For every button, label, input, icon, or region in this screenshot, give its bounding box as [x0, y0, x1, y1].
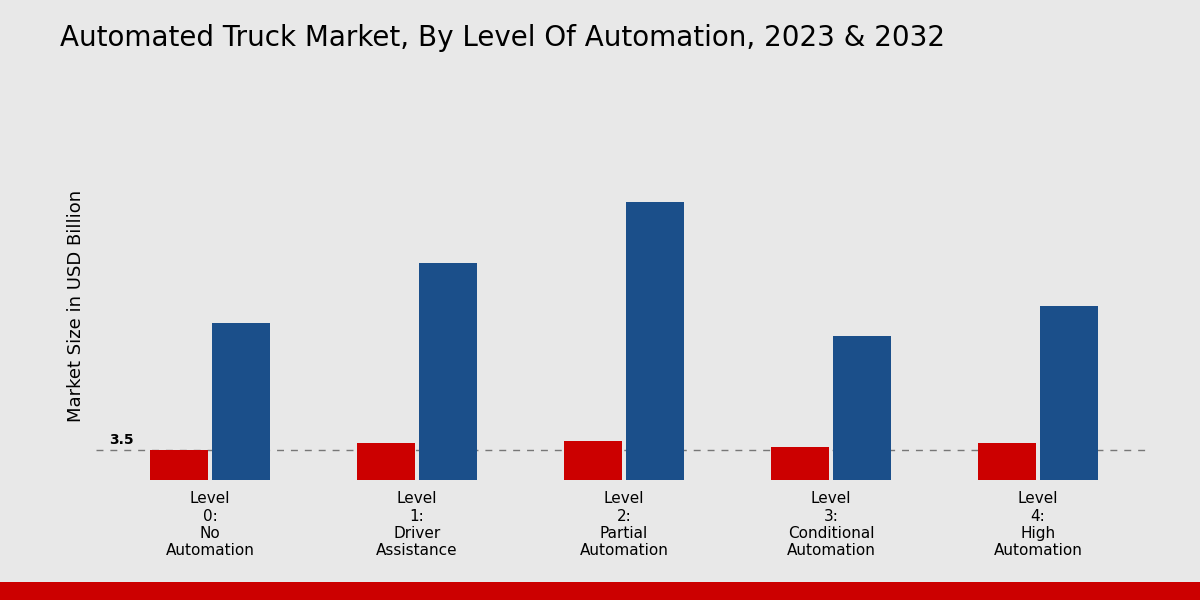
Bar — [833, 337, 892, 480]
Text: 3.5: 3.5 — [109, 433, 133, 447]
Bar — [150, 449, 208, 480]
Text: Automated Truck Market, By Level Of Automation, 2023 & 2032: Automated Truck Market, By Level Of Auto… — [60, 24, 946, 52]
Y-axis label: Market Size in USD Billion: Market Size in USD Billion — [67, 190, 85, 422]
Legend: 2023, 2032: 2023, 2032 — [949, 0, 1144, 5]
Bar — [564, 441, 622, 480]
Bar — [1040, 306, 1098, 480]
Bar — [212, 323, 270, 480]
Bar — [419, 263, 476, 480]
Bar — [978, 443, 1036, 480]
Bar — [356, 443, 415, 480]
Bar — [772, 447, 829, 480]
Bar — [626, 202, 684, 480]
